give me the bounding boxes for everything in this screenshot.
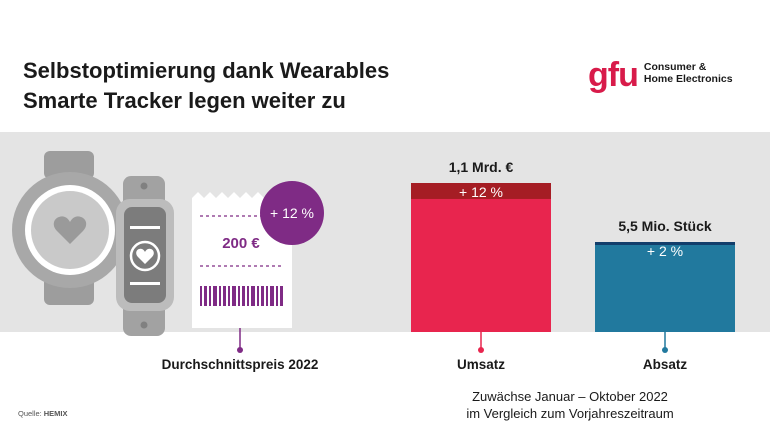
value-label-absatz: 5,5 Mio. Stück [618, 218, 712, 234]
change-label-umsatz: + 12 % [459, 184, 503, 200]
category-label-absatz: Absatz [642, 357, 688, 372]
footnote-line1: Zuwächse Januar – Oktober 2022 [472, 389, 668, 404]
price-category-label: Durchschnittspreis 2022 [161, 357, 319, 372]
bar-absatz [595, 242, 735, 332]
value-label-umsatz: 1,1 Mrd. € [449, 159, 514, 175]
price-pointer-dot [237, 347, 243, 353]
fitness-tracker-icon [116, 176, 174, 336]
logo-text-line1: Consumer & [643, 61, 707, 73]
price-change-badge: + 12 % [260, 181, 324, 245]
smartwatch-icon [12, 151, 128, 305]
source-credit: Quelle: HEMIX [18, 409, 68, 418]
umsatz-pointer-dot [478, 347, 484, 353]
logo-mark: gfu [588, 56, 639, 94]
footnote-line2: im Vergleich zum Vorjahreszeitraum [466, 406, 674, 421]
barcode-icon [200, 286, 283, 306]
bar-umsatz-growth [411, 183, 551, 199]
change-label-absatz: + 2 % [647, 243, 683, 259]
source-name: HEMIX [43, 409, 68, 418]
title-line-2: Smarte Tracker legen weiter zu [23, 88, 346, 113]
gfu-logo: gfu Consumer & Home Electronics [588, 58, 733, 92]
footnote: Zuwächse Januar – Oktober 2022 im Vergle… [466, 388, 673, 422]
category-label-umsatz: Umsatz [456, 357, 506, 372]
title-line-1: Selbstoptimierung dank Wearables [23, 58, 390, 83]
bar-umsatz [411, 183, 551, 332]
absatz-pointer-dot [662, 347, 668, 353]
price-change-label: + 12 % [270, 205, 314, 221]
bar-absatz-growth [595, 242, 735, 245]
source-prefix: Quelle: [18, 409, 42, 418]
logo-text-line2: Home Electronics [643, 73, 733, 85]
price-value: 200 € [222, 235, 260, 252]
logo-text: Consumer & Home Electronics [644, 61, 733, 85]
